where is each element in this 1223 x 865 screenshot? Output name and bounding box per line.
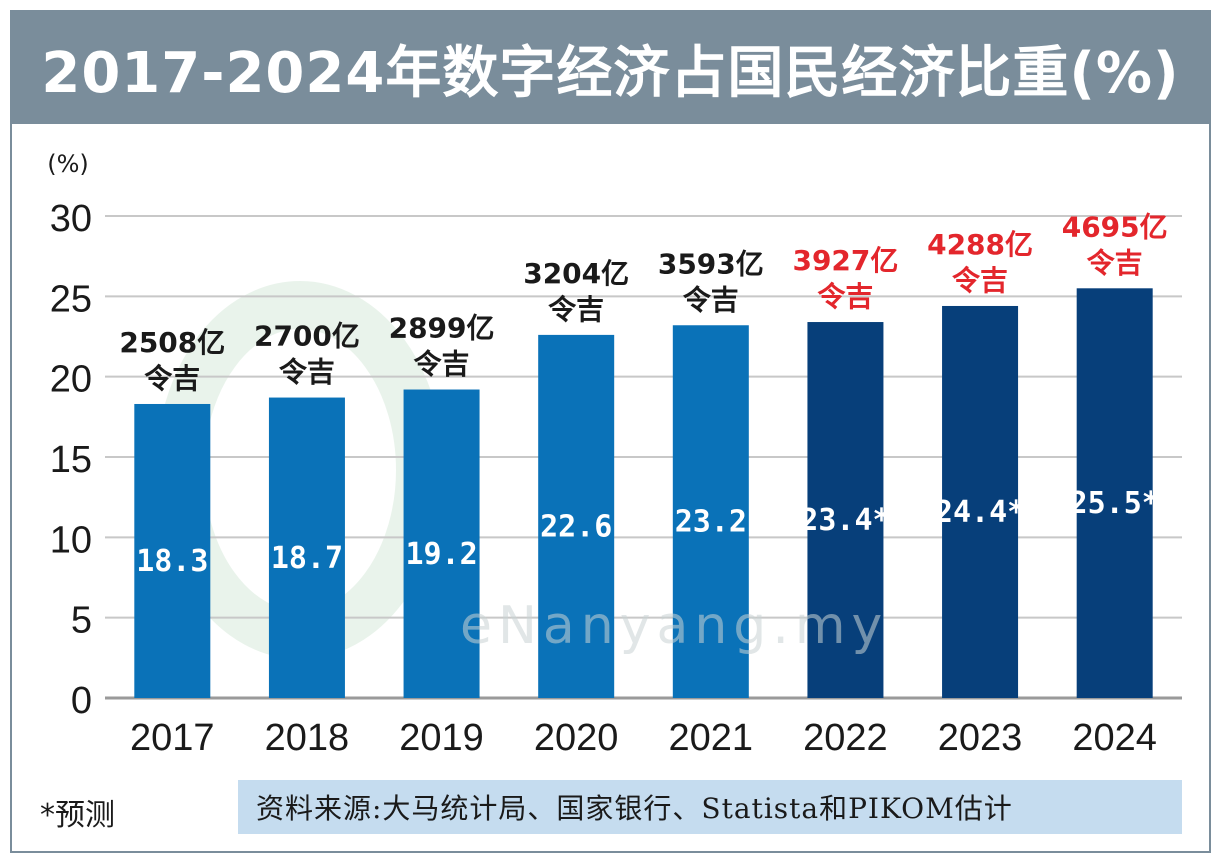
bar (134, 403, 211, 698)
bar (538, 334, 615, 698)
footnote: *预测 (40, 798, 115, 833)
bar-chart: (%)05101520253018.32508亿令吉201718.72700亿令… (47, 150, 1182, 759)
bar-value-label: 23.4* (800, 503, 890, 538)
x-tick-label: 2019 (399, 717, 484, 759)
x-tick-label: 2023 (938, 717, 1023, 759)
bar-amount-label: 4288亿 (927, 228, 1033, 261)
bar (942, 305, 1019, 698)
y-tick-label: 25 (50, 278, 92, 320)
y-tick-label: 10 (50, 519, 92, 561)
bar-amount-label: 4695亿 (1062, 210, 1168, 243)
bar-unit-label: 令吉 (817, 280, 873, 313)
watermark: eNanyang.my (460, 596, 889, 656)
bar-amount-label: 2508亿 (119, 326, 225, 359)
x-tick-label: 2017 (130, 717, 215, 759)
bar-value-label: 25.5* (1070, 486, 1160, 521)
x-tick-label: 2020 (534, 717, 619, 759)
bar-value-label: 18.3 (136, 544, 208, 579)
x-tick-label: 2022 (803, 717, 888, 759)
bar-value-label: 22.6 (540, 509, 612, 544)
source-note: 资料来源:大马统计局、国家银行、Statista和PIKOM估计 (238, 780, 1182, 834)
bar-amount-label: 2899亿 (389, 312, 495, 345)
bar (672, 325, 749, 698)
bar-value-label: 18.7 (271, 541, 343, 576)
bar-amount-label: 3927亿 (792, 244, 898, 277)
bar (807, 322, 884, 698)
bar-amount-label: 3204亿 (523, 257, 629, 290)
bar-unit-label: 令吉 (144, 362, 200, 395)
bar-value-label: 24.4* (935, 495, 1025, 530)
bar-unit-label: 令吉 (952, 264, 1008, 297)
y-tick-label: 15 (50, 439, 92, 481)
bar-unit-label: 令吉 (1087, 246, 1143, 279)
x-tick-label: 2018 (265, 717, 350, 759)
bar-unit-label: 令吉 (279, 356, 335, 389)
bar (1076, 288, 1153, 698)
x-tick-label: 2021 (669, 717, 754, 759)
x-tick-label: 2024 (1072, 717, 1157, 759)
bar-unit-label: 令吉 (683, 283, 739, 316)
bar (403, 389, 480, 698)
y-tick-label: 30 (50, 198, 92, 240)
bar-amount-label: 3593亿 (658, 247, 764, 280)
y-tick-label: 0 (71, 680, 92, 722)
bar (268, 397, 345, 698)
title-bar: 2017-2024年数字经济占国民经济比重(%) (12, 12, 1209, 124)
y-tick-label: 20 (50, 359, 92, 401)
bar-unit-label: 令吉 (414, 348, 470, 381)
bar-unit-label: 令吉 (548, 293, 604, 326)
chart-title: 2017-2024年数字经济占国民经济比重(%) (41, 40, 1180, 106)
y-tick-label: 5 (71, 600, 92, 642)
bar-value-label: 19.2 (405, 537, 477, 572)
bar-value-label: 23.2 (675, 505, 747, 540)
y-axis-unit-label: (%) (47, 150, 89, 178)
bar-amount-label: 2700亿 (254, 320, 360, 353)
